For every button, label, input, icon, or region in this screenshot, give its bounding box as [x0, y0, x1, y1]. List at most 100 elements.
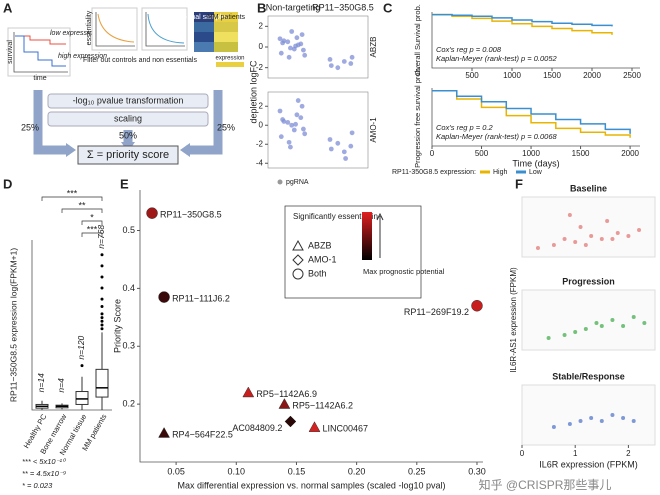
count-label: n=120 — [76, 335, 86, 359]
box — [75, 391, 89, 405]
colorbar-label: Max prognostic potential — [363, 267, 445, 276]
point — [631, 315, 636, 319]
colorbar-arrow — [376, 212, 384, 258]
point — [551, 425, 556, 429]
point-label: LINC00467 — [323, 424, 369, 434]
diagram: low expression high expression survival … — [7, 7, 246, 165]
point — [158, 427, 170, 438]
plot-frame — [521, 289, 656, 351]
guide-point — [288, 45, 293, 51]
point — [599, 237, 604, 241]
significance-label: *** — [87, 224, 98, 234]
point — [546, 336, 551, 340]
panel-label: C — [383, 0, 393, 15]
facet-label: ABZB — [369, 37, 378, 58]
guide-point — [299, 32, 305, 37]
panel-title: Baseline — [570, 183, 607, 193]
sketch-label: survival — [7, 40, 14, 64]
significance-bracket — [61, 208, 103, 213]
guide-point — [328, 146, 334, 152]
x-tick-label: 2500 — [623, 71, 641, 80]
outlier — [100, 312, 104, 316]
guide-point — [335, 65, 341, 71]
legend-label: Both — [308, 268, 327, 278]
heat-cell — [194, 22, 214, 32]
plot-frame — [267, 15, 369, 79]
guide-point — [327, 137, 333, 142]
guide-point — [335, 140, 341, 146]
point — [242, 386, 255, 398]
annotation: Cox's reg p = 0.008 — [436, 45, 502, 54]
axis — [431, 12, 640, 69]
legend-swatch — [292, 254, 304, 266]
x-axis-label: IL6R expression (FPKM) — [539, 459, 638, 469]
survival-curve — [432, 13, 613, 27]
outlier — [100, 316, 104, 320]
y-axis-label: Priority Score — [112, 299, 122, 353]
guide-point — [291, 127, 297, 133]
step-box — [47, 93, 209, 109]
outlier — [100, 319, 104, 323]
guide-point — [343, 156, 348, 161]
y-tick-label: -2 — [256, 63, 264, 72]
guide-point — [286, 54, 292, 60]
guide-point — [293, 121, 298, 127]
guide-point — [289, 29, 295, 34]
count-label: n=768 — [96, 225, 106, 249]
guide-point — [348, 143, 354, 149]
point-label: RP11−269F19.2 — [404, 307, 469, 317]
point — [621, 324, 626, 328]
guide-point — [277, 108, 283, 114]
point — [615, 231, 620, 235]
significance-legend: ** = 4.5x10⁻⁹ — [22, 469, 66, 478]
y-axis-label: depletion logFC — [248, 60, 258, 124]
point — [583, 327, 588, 331]
x-tick-label: 500 — [475, 149, 489, 158]
axis — [139, 190, 483, 463]
point — [573, 330, 578, 334]
guide-point — [341, 59, 347, 64]
panel-title: Stable/Response — [552, 371, 625, 381]
point — [278, 398, 291, 409]
panel-label: E — [120, 176, 129, 191]
heat-cell — [214, 12, 238, 22]
y-tick-label: -2 — [256, 139, 264, 148]
category-label: RP11−350G8.5 — [312, 2, 374, 12]
watermark: 知乎 @CRISPR那些事儿 — [479, 478, 612, 492]
plot-frame — [267, 91, 369, 169]
x-tick-label: 1500 — [572, 149, 590, 158]
count-label: n=4 — [56, 378, 66, 393]
facet-label: AMO-1 — [369, 117, 378, 143]
point — [626, 234, 631, 238]
legend-label: High — [493, 169, 508, 176]
outlier — [100, 286, 104, 290]
y-tick-label: 2 — [259, 21, 264, 30]
point — [471, 300, 483, 312]
step-label: scaling — [114, 113, 142, 123]
point — [146, 207, 158, 219]
plot-frame — [521, 196, 656, 258]
x-tick-label: 0.05 — [167, 466, 185, 476]
point-label: AC084809.2 — [232, 423, 282, 433]
legend-swatch — [292, 239, 304, 251]
legend-label: Low — [529, 169, 543, 176]
legend-swatch — [292, 268, 304, 280]
significance-legend: * = 0.023 — [22, 481, 53, 490]
point — [610, 413, 615, 417]
y-axis-label: IL6R-AS1 expression (FPKM) — [509, 267, 518, 373]
guide-point — [277, 36, 283, 42]
guide-point — [349, 54, 355, 60]
x-tick-label: 0 — [430, 149, 435, 158]
panel-label: A — [3, 0, 13, 15]
point — [631, 419, 636, 423]
x-tick-label: 1500 — [543, 71, 561, 80]
y-tick-label: 0.5 — [122, 225, 135, 235]
guide-point — [278, 134, 284, 140]
guide-point — [301, 126, 306, 132]
legend-title: RP11-350G8.5 expression: — [392, 169, 476, 176]
sketch-label: low expression — [50, 30, 96, 37]
point-label: RP5−1142A6.2 — [292, 401, 353, 411]
point — [583, 243, 588, 247]
box — [95, 368, 109, 398]
heat-cell — [194, 32, 214, 42]
